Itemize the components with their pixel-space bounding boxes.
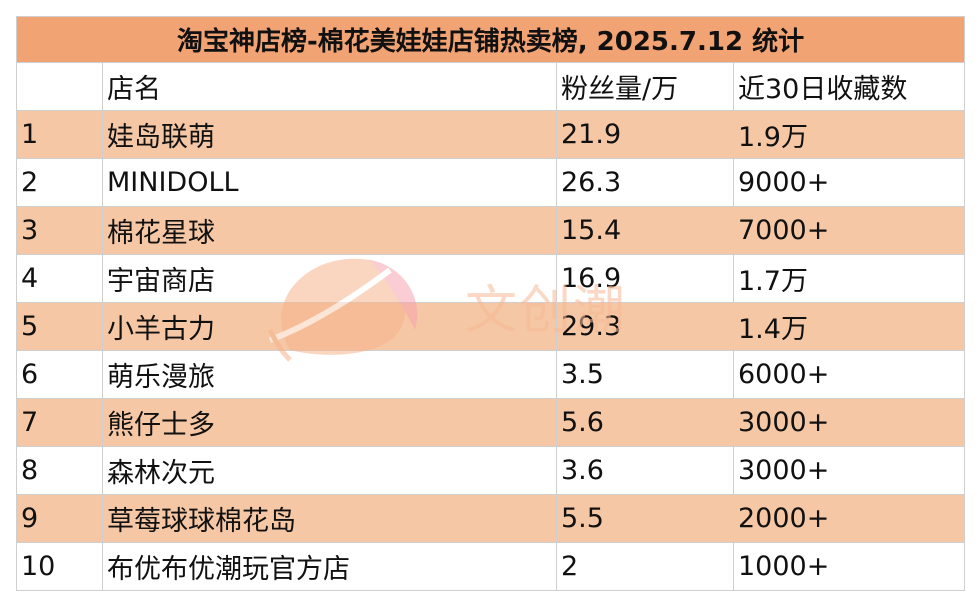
cell-rank: 9	[16, 494, 103, 543]
table-title: 淘宝神店榜-棉花美娃娃店铺热卖榜, 2025.7.12 统计	[15, 16, 966, 63]
column-header-row: 店名 粉丝量/万 近30日收藏数	[16, 62, 966, 111]
cell-favorites: 3000+	[732, 446, 966, 495]
cell-rank: 4	[16, 254, 103, 303]
cell-name: 娃岛联萌	[102, 110, 557, 159]
cell-fans: 16.9	[556, 254, 734, 303]
cell-fans: 15.4	[556, 206, 734, 255]
cell-rank: 1	[16, 110, 103, 159]
cell-rank: 8	[16, 446, 103, 495]
table-row: 10 布优布优潮玩官方店 2 1000+	[16, 542, 966, 591]
cell-name: 小羊古力	[102, 302, 557, 351]
cell-rank: 7	[16, 398, 103, 447]
rank-table: 淘宝神店榜-棉花美娃娃店铺热卖榜, 2025.7.12 统计 店名 粉丝量/万 …	[15, 16, 966, 591]
cell-rank: 3	[16, 206, 103, 255]
cell-name: 布优布优潮玩官方店	[102, 542, 557, 591]
cell-name: 森林次元	[102, 446, 557, 495]
cell-fans: 21.9	[556, 110, 734, 159]
cell-favorites: 1000+	[732, 542, 966, 591]
cell-favorites: 1.7万	[732, 254, 966, 303]
cell-fans: 3.5	[556, 350, 734, 399]
cell-name: 宇宙商店	[102, 254, 557, 303]
cell-name: MINIDOLL	[102, 158, 557, 207]
table-row: 4 宇宙商店 16.9 1.7万	[16, 254, 966, 303]
cell-rank: 5	[16, 302, 103, 351]
table-row: 9 草莓球球棉花岛 5.5 2000+	[16, 494, 966, 543]
cell-fans: 3.6	[556, 446, 734, 495]
cell-favorites: 7000+	[732, 206, 966, 255]
cell-fans: 5.5	[556, 494, 734, 543]
table-row: 5 小羊古力 29.3 1.4万	[16, 302, 966, 351]
cell-fans: 2	[556, 542, 734, 591]
cell-favorites: 1.9万	[732, 110, 966, 159]
cell-favorites: 3000+	[732, 398, 966, 447]
table-row: 2 MINIDOLL 26.3 9000+	[16, 158, 966, 207]
table-row: 6 萌乐漫旅 3.5 6000+	[16, 350, 966, 399]
column-header-favorites: 近30日收藏数	[732, 62, 966, 111]
table-row: 1 娃岛联萌 21.9 1.9万	[16, 110, 966, 159]
table-row: 8 森林次元 3.6 3000+	[16, 446, 966, 495]
column-header-rank	[16, 62, 103, 111]
cell-fans: 26.3	[556, 158, 734, 207]
cell-rank: 6	[16, 350, 103, 399]
cell-rank: 2	[16, 158, 103, 207]
rank-table-container: 淘宝神店榜-棉花美娃娃店铺热卖榜, 2025.7.12 统计 店名 粉丝量/万 …	[15, 16, 966, 591]
cell-name: 萌乐漫旅	[102, 350, 557, 399]
cell-favorites: 9000+	[732, 158, 966, 207]
cell-fans: 29.3	[556, 302, 734, 351]
cell-favorites: 2000+	[732, 494, 966, 543]
cell-name: 草莓球球棉花岛	[102, 494, 557, 543]
cell-name: 熊仔士多	[102, 398, 557, 447]
column-header-fans: 粉丝量/万	[556, 62, 734, 111]
cell-name: 棉花星球	[102, 206, 557, 255]
table-row: 7 熊仔士多 5.6 3000+	[16, 398, 966, 447]
column-header-name: 店名	[102, 62, 557, 111]
cell-rank: 10	[16, 542, 103, 591]
cell-favorites: 1.4万	[732, 302, 966, 351]
table-body: 店名 粉丝量/万 近30日收藏数 1 娃岛联萌 21.9 1.9万 2 MINIDOLL 2…	[16, 62, 966, 591]
table-row: 3 棉花星球 15.4 7000+	[16, 206, 966, 255]
cell-fans: 5.6	[556, 398, 734, 447]
cell-favorites: 6000+	[732, 350, 966, 399]
